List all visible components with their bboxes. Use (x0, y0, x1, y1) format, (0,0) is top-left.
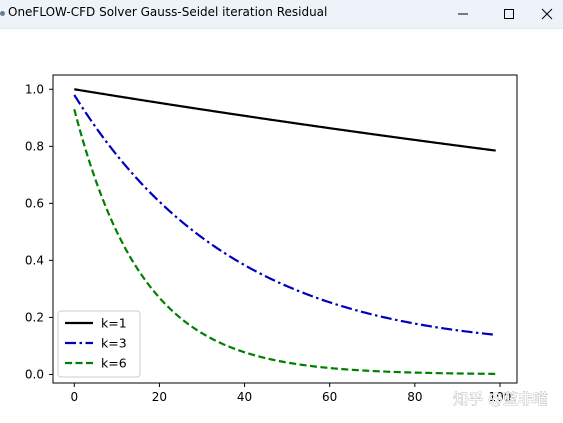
legend-label: k=1 (101, 316, 127, 331)
series-line-k-3 (73, 94, 496, 336)
maximize-icon (504, 9, 514, 19)
minimize-icon (458, 13, 468, 15)
maximize-button[interactable] (486, 0, 532, 28)
x-tick-label: 20 (152, 390, 167, 404)
x-tick-label: 60 (322, 390, 337, 404)
x-tick-label: 100 (489, 390, 512, 404)
y-tick-label: 0.4 (25, 253, 44, 267)
y-tick-label: 0.2 (25, 310, 44, 324)
close-icon (541, 8, 552, 20)
app-icon (0, 11, 5, 16)
y-tick-label: 0.0 (25, 367, 44, 381)
series-line-k-6 (73, 108, 496, 375)
legend-label: k=3 (101, 336, 127, 351)
y-tick-label: 0.8 (25, 139, 44, 153)
close-button[interactable] (530, 0, 563, 28)
legend-box (57, 310, 141, 378)
y-tick-label: 0.6 (25, 196, 44, 210)
y-tick-label: 1.0 (25, 82, 44, 96)
x-tick-label: 0 (70, 390, 78, 404)
plot-frame (52, 74, 518, 384)
watermark-text: 知乎 @蓝非喵 (453, 390, 548, 408)
minimize-button[interactable] (440, 0, 486, 28)
residual-chart: 0 20 40 60 80 100 0.0 0.2 0.4 0.6 0.8 1.0 k=1 k=3 k=6 知… (25, 74, 548, 408)
x-tick-label: 80 (407, 390, 422, 404)
legend-label: k=6 (101, 356, 127, 371)
window-titlebar: OneFLOW-CFD Solver Gauss-Seidel iteratio… (0, 0, 563, 29)
x-tick-label: 40 (237, 390, 252, 404)
window-title: OneFLOW-CFD Solver Gauss-Seidel iteratio… (8, 5, 328, 19)
series-line-k-1 (74, 88, 496, 152)
